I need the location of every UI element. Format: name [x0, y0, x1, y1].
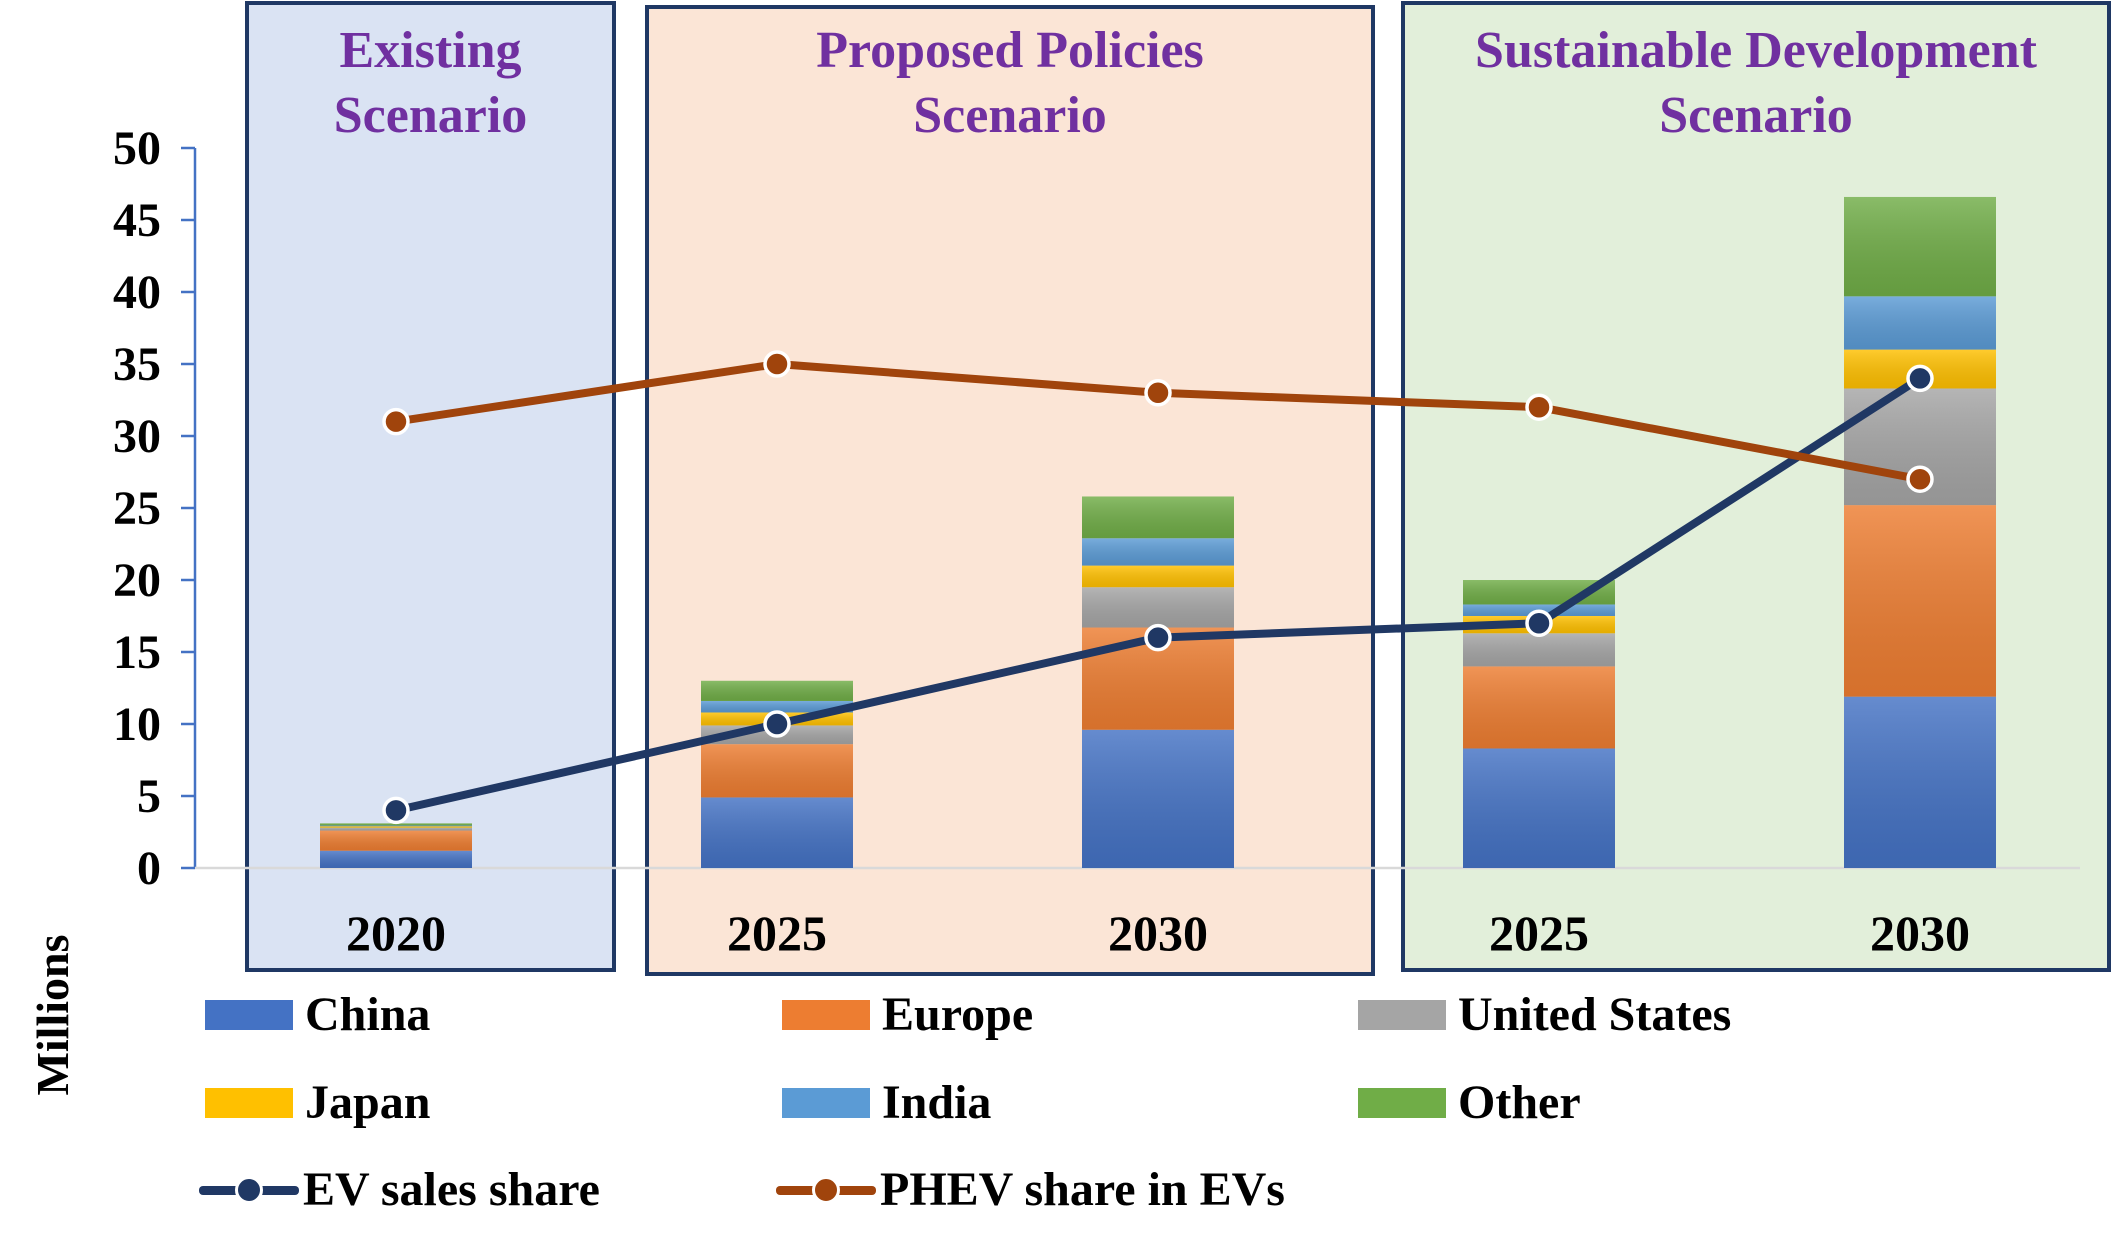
scenario-title-3-line-1: Sustainable Development	[1475, 22, 2038, 79]
marker-ev-sales-share	[763, 710, 791, 738]
bar-segment-shade	[701, 744, 853, 798]
bar-segment-shade	[1844, 696, 1996, 868]
marker-ev-sales-share	[1144, 623, 1172, 652]
x-tick-label: 2030	[1870, 905, 1970, 961]
marker-phev-share-in-evs	[763, 350, 791, 378]
y-tick-label: 5	[137, 770, 161, 823]
marker-phev-share-in-evs	[382, 407, 410, 436]
y-tick-label: 50	[113, 122, 161, 175]
y-tick-label: 20	[113, 554, 161, 607]
scenario-title-3-line-2: Scenario	[1659, 87, 1853, 144]
y-tick-label: 40	[113, 266, 161, 319]
bar-segment-shade	[1844, 296, 1996, 350]
bar-segment-shade	[1082, 565, 1234, 588]
scenario-title-2-line-1: Proposed Policies	[816, 22, 1204, 79]
marker-phev-share-in-evs	[1525, 393, 1553, 421]
x-tick-label: 2025	[1489, 905, 1589, 961]
bar-segment-shade	[1463, 633, 1615, 667]
marker-phev-share-in-evs	[1144, 379, 1172, 407]
bar-segment-shade	[1082, 496, 1234, 539]
bar-segment-shade	[320, 830, 472, 851]
marker-ev-sales-share	[1525, 609, 1553, 637]
marker-ev-sales-share	[1906, 364, 1934, 393]
bar-segment-shade	[1082, 587, 1234, 628]
bar-segment-shade	[1082, 538, 1234, 566]
bar-segment-shade	[701, 797, 853, 868]
y-tick-label: 45	[113, 194, 161, 247]
y-tick-label: 10	[113, 698, 161, 751]
scenario-panel-1	[245, 1, 616, 972]
y-tick-label: 35	[113, 338, 161, 391]
scenario-title-1-line-2: Scenario	[334, 87, 528, 144]
share-lines	[382, 350, 1934, 825]
y-tick-label: 30	[113, 410, 161, 463]
y-tick-label: 15	[113, 626, 161, 679]
bar-segment-shade	[1844, 505, 1996, 697]
marker-ev-sales-share	[382, 796, 410, 825]
marker-phev-share-in-evs	[1906, 465, 1934, 493]
x-axis-labels: 2020 2025 2030 2025 2030	[346, 905, 1970, 961]
bar-segment-shade	[701, 680, 853, 701]
bar-segment-shade	[320, 823, 472, 826]
bar-segment-shade	[320, 850, 472, 868]
bar-segment-shade	[1463, 748, 1615, 868]
scenario-title-1-line-1: Existing	[339, 22, 521, 79]
y-tick-label: 25	[113, 482, 161, 535]
bar-segment-shade	[1082, 729, 1234, 868]
bar-segment-shade	[1844, 196, 1996, 297]
bar-segment-shade	[1463, 666, 1615, 749]
bar-segment-shade	[320, 825, 472, 827]
bar-segment-shade	[320, 826, 472, 828]
x-tick-label: 2025	[727, 905, 827, 961]
bar-segment-shade	[701, 700, 853, 713]
x-tick-label: 2020	[346, 905, 446, 961]
bar-segment-shade	[320, 827, 472, 831]
x-tick-label: 2030	[1108, 905, 1208, 961]
scenario-title-2-line-2: Scenario	[913, 87, 1107, 144]
y-axis-label: Millions	[27, 934, 78, 1095]
y-tick-label: 0	[137, 842, 161, 895]
